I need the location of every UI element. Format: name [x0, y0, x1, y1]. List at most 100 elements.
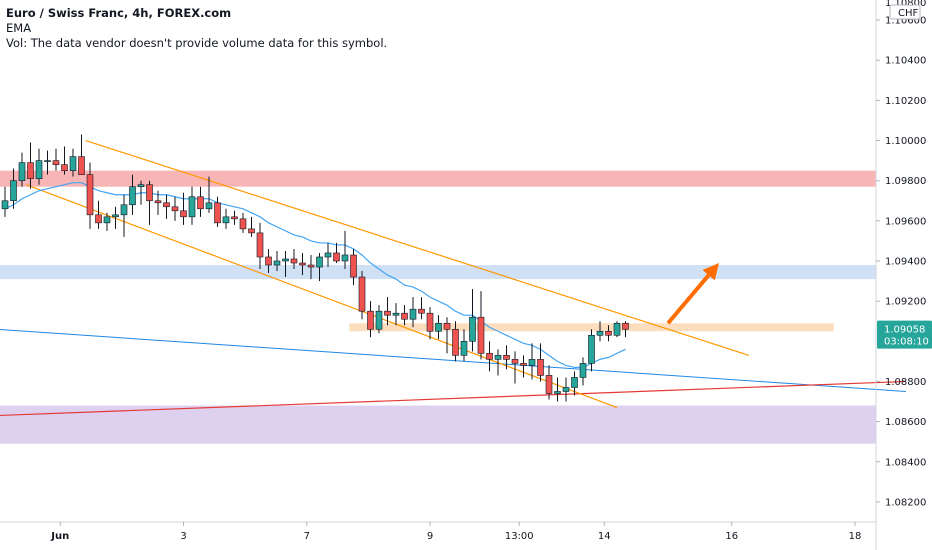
candle-body [154, 200, 162, 204]
channel-upper-line [85, 139, 749, 356]
price-tick-label: 1.10400 [885, 56, 926, 67]
price-tick-label: 1.08600 [885, 417, 926, 428]
candle-body [146, 184, 153, 202]
price-tick-label: 1.09200 [885, 297, 926, 308]
candle [528, 343, 536, 380]
candle-body [129, 186, 136, 206]
candle-body [52, 160, 60, 165]
price-tick-label: 1.08400 [885, 457, 926, 468]
candle [443, 317, 451, 354]
candle [401, 305, 408, 326]
price-axis[interactable]: 1.10600 1.10400 1.10200 1.10000 1.09800 1.096… [875, 0, 926, 550]
candle [78, 134, 85, 175]
candle [222, 208, 230, 229]
candle [239, 212, 247, 233]
candle-body [120, 204, 128, 216]
candle [350, 248, 357, 286]
candle [273, 250, 281, 272]
time-tick-label: Jun [50, 531, 69, 542]
candle [137, 180, 145, 205]
candle-body [69, 156, 77, 171]
red-trendline [0, 380, 907, 417]
candle-body [622, 322, 629, 330]
candle [61, 146, 68, 175]
candle-body [231, 216, 238, 220]
candle [52, 148, 60, 171]
candle [1, 186, 9, 217]
candle [188, 186, 196, 225]
candle-body [137, 184, 145, 188]
ema-label[interactable]: EMA [6, 21, 32, 35]
candle-body [307, 264, 315, 268]
price-tick-label: 1.10000 [885, 136, 926, 147]
time-tick-label: 14 [598, 531, 611, 542]
candle-body [214, 202, 221, 224]
candle [341, 230, 349, 270]
candle-body [350, 254, 357, 278]
candle-body [554, 391, 561, 394]
candle [324, 242, 332, 268]
candle-body [316, 256, 323, 268]
candle-body [367, 310, 374, 330]
currency-badge [889, 4, 921, 20]
candle [537, 343, 544, 382]
candle-body [333, 252, 340, 262]
candle [469, 289, 476, 352]
bar-countdown-label: 03:08:10 [884, 337, 929, 348]
candle [588, 329, 595, 372]
candle-body [27, 162, 34, 179]
candle [197, 186, 204, 217]
candle-body [180, 210, 187, 218]
candle [375, 305, 383, 334]
zone-red [0, 170, 876, 187]
candle [562, 377, 570, 402]
candle-body [545, 375, 553, 394]
candle [120, 194, 128, 237]
candle [409, 297, 417, 328]
candle [613, 321, 621, 338]
candle-body [112, 214, 119, 218]
zone-purple [0, 405, 876, 444]
candle [256, 222, 264, 270]
candle-body [239, 218, 247, 230]
candle-body [605, 330, 612, 336]
candle [307, 254, 315, 280]
candle-body [571, 377, 578, 388]
candle-body [511, 359, 519, 364]
time-tick-label: 16 [725, 531, 738, 542]
symbol-title[interactable]: Euro / Swiss Franc, 4h, FOREX.com [6, 6, 232, 20]
time-axis[interactable]: Jun 3 7 9 13:00 14 16 18 [0, 521, 876, 542]
candle-body [273, 260, 281, 266]
candle-body [197, 196, 204, 210]
drawings-layer [0, 139, 907, 417]
candle [503, 345, 510, 370]
candle [367, 301, 374, 338]
candle [44, 150, 51, 175]
candle [146, 180, 153, 225]
candles-layer [1, 134, 629, 402]
candle [180, 192, 187, 225]
candle-body [265, 256, 272, 266]
candle [265, 248, 272, 274]
candle [205, 176, 213, 213]
candle [27, 142, 34, 189]
candle-body [435, 322, 442, 332]
last-price-tag [877, 320, 932, 349]
candle [95, 200, 102, 229]
candle [460, 329, 468, 362]
candle-body [18, 162, 26, 181]
zones-layer [0, 170, 876, 444]
arrow-head-icon [702, 263, 719, 281]
price-tick-label: 1.09600 [885, 216, 926, 227]
candle-body [61, 164, 68, 171]
candle-body [426, 312, 434, 332]
price-tick-label: 1.09800 [885, 176, 926, 187]
candle-body [324, 252, 332, 258]
candle [129, 174, 136, 215]
long-trendline [0, 328, 907, 392]
candle [290, 248, 298, 270]
candle [358, 271, 366, 320]
candle [69, 148, 77, 177]
time-tick-label: 9 [427, 531, 433, 542]
